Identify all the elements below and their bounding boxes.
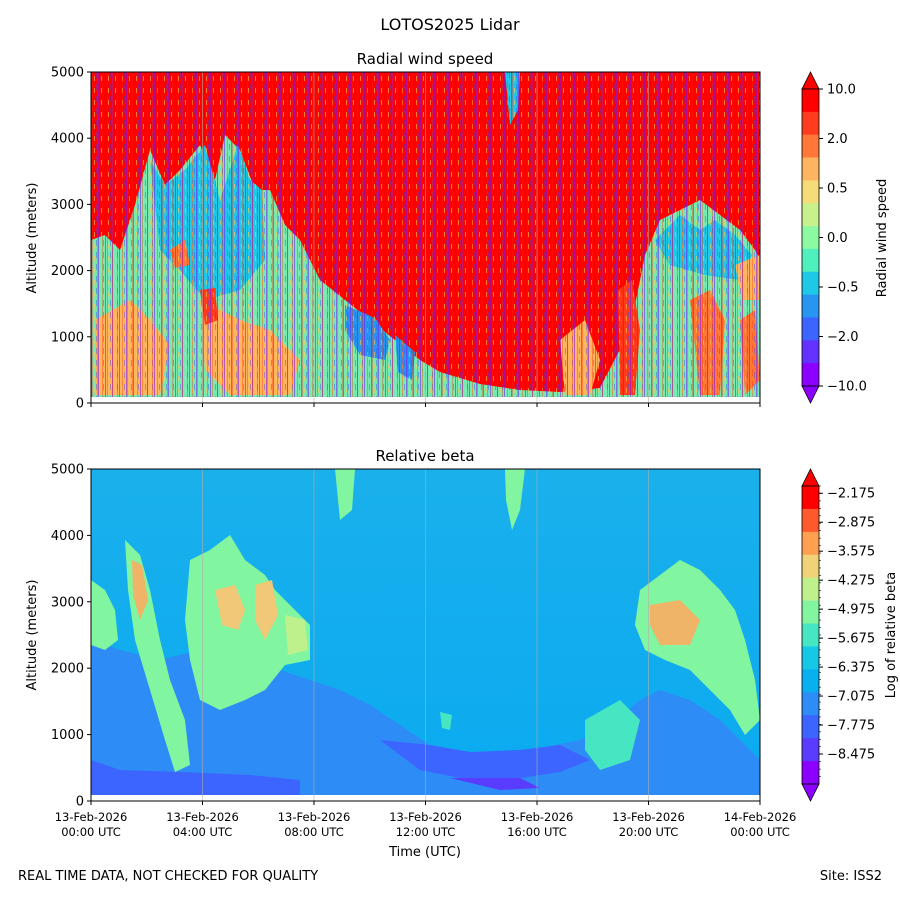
colorbar-tick-label: −7.075: [827, 690, 875, 705]
ytick-label: 2000: [51, 662, 84, 677]
ytick-label: 4000: [51, 529, 84, 544]
relative-beta-ylabel: Altitude (meters): [25, 580, 40, 691]
figure-title: LOTOS2025 Lidar: [380, 15, 520, 34]
radial-wind-colorbar: 10.0 2.0 0.5 0.0 −0.5 −2.0 −10.0: [801, 71, 867, 404]
colorbar-max-extend: [801, 468, 820, 487]
ytick-label: 4000: [51, 132, 84, 147]
colorbar-swatch: [802, 317, 819, 341]
colorbar-tick-label: −3.575: [827, 545, 875, 560]
colorbar-swatch: [802, 486, 819, 510]
colorbar-tick-label: 0.5: [827, 182, 848, 197]
colorbar-tick-label: −2.175: [827, 487, 875, 502]
colorbar-swatch: [802, 554, 819, 579]
colorbar-swatch: [802, 134, 819, 159]
colorbar-swatch: [802, 226, 819, 250]
xtick-date-label: 13-Feb-2026: [501, 810, 574, 824]
colorbar-swatch: [802, 180, 819, 204]
ytick-label: 0: [76, 397, 84, 412]
colorbar-tick-label: −2.875: [827, 516, 875, 531]
relative-beta-colorbar: −2.175 −2.875 −3.575 −4.275 −4.975 −5.675 −6.3…: [801, 468, 875, 802]
colorbar-swatch: [802, 577, 819, 602]
ytick-label: 3000: [51, 595, 84, 610]
colorbar-swatch: [802, 692, 819, 716]
colorbar-tick-label: −8.475: [827, 747, 875, 762]
relative-beta-yticks: 0 1000 2000 3000 4000 5000: [51, 463, 91, 810]
colorbar-tick-label: −10.0: [827, 380, 867, 395]
radial-wind-panel: Radial wind speed: [25, 50, 890, 412]
xtick-time-label: 16:00 UTC: [507, 825, 567, 839]
xtick-date-label: 13-Feb-2026: [612, 810, 685, 824]
xtick-time-label: 20:00 UTC: [619, 825, 679, 839]
radial-wind-yticks: 0 1000 2000 3000 4000 5000: [51, 66, 91, 412]
colorbar-swatch: [802, 715, 819, 739]
xtick-time-label: 04:00 UTC: [173, 825, 233, 839]
colorbar-min-extend: [801, 385, 820, 404]
ytick-label: 0: [76, 795, 84, 810]
colorbar-swatch: [802, 363, 819, 387]
colorbar-swatch: [802, 111, 819, 136]
colorbar-swatch: [802, 248, 819, 273]
colorbar-max-extend: [801, 71, 820, 90]
relative-beta-colorbar-label: Log of relative beta: [884, 572, 899, 699]
ytick-label: 5000: [51, 66, 84, 81]
xtick-time-label: 00:00 UTC: [730, 825, 790, 839]
colorbar-swatch: [802, 738, 819, 762]
colorbar-tick-label: 10.0: [827, 83, 856, 98]
xtick-date-label: 14-Feb-2026: [724, 810, 797, 824]
colorbar-swatch: [802, 646, 819, 670]
colorbar-tick-label: 0.0: [827, 231, 848, 246]
colorbar-tick-label: −0.5: [827, 281, 859, 296]
radial-wind-xticks: [90, 403, 761, 407]
radial-wind-colorbar-label: Radial wind speed: [875, 179, 890, 297]
ytick-label: 1000: [51, 330, 84, 345]
relative-beta-xlabel: Time (UTC): [388, 845, 461, 860]
colorbar-swatch: [802, 761, 819, 785]
radial-wind-gridlines: [202, 72, 649, 403]
radial-wind-title: Radial wind speed: [357, 50, 494, 68]
xtick-time-label: 00:00 UTC: [61, 825, 121, 839]
relative-beta-panel: Relative beta: [25, 447, 899, 860]
xtick-date-label: 13-Feb-2026: [389, 810, 462, 824]
xtick-time-label: 12:00 UTC: [396, 825, 456, 839]
relative-beta-gridlines: [202, 469, 649, 801]
colorbar-tick-label: −2.0: [827, 330, 859, 345]
colorbar-tick-label: 2.0: [827, 132, 848, 147]
colorbar-swatch: [802, 294, 819, 318]
colorbar-min-extend: [801, 783, 820, 802]
ytick-label: 1000: [51, 728, 84, 743]
colorbar-swatch: [802, 531, 819, 556]
colorbar-swatch: [802, 203, 819, 227]
colorbar-tick-label: −4.275: [827, 574, 875, 589]
colorbar-swatch: [802, 157, 819, 181]
xtick-time-label: 08:00 UTC: [284, 825, 344, 839]
quality-disclaimer: REAL TIME DATA, NOT CHECKED FOR QUALITY: [18, 869, 319, 884]
radial-wind-ylabel: Altitude (meters): [25, 183, 40, 294]
colorbar-swatch: [802, 271, 819, 296]
colorbar-swatch: [802, 340, 819, 364]
xtick-date-label: 13-Feb-2026: [166, 810, 239, 824]
ytick-label: 2000: [51, 264, 84, 279]
colorbar-tick-label: −5.675: [827, 632, 875, 647]
colorbar-swatch: [802, 669, 819, 693]
ytick-label: 5000: [51, 463, 84, 478]
xtick-date-label: 13-Feb-2026: [278, 810, 351, 824]
colorbar-tick-label: −4.975: [827, 603, 875, 618]
colorbar-swatch: [802, 623, 819, 647]
colorbar-swatch: [802, 600, 819, 625]
colorbar-swatch: [802, 89, 819, 113]
colorbar-tick-label: −7.775: [827, 719, 875, 734]
colorbar-swatch: [802, 508, 819, 533]
ytick-label: 3000: [51, 198, 84, 213]
relative-beta-title: Relative beta: [375, 447, 474, 465]
xtick-date-label: 13-Feb-2026: [55, 810, 128, 824]
colorbar-tick-label: −6.375: [827, 661, 875, 676]
site-label: Site: ISS2: [819, 869, 882, 884]
